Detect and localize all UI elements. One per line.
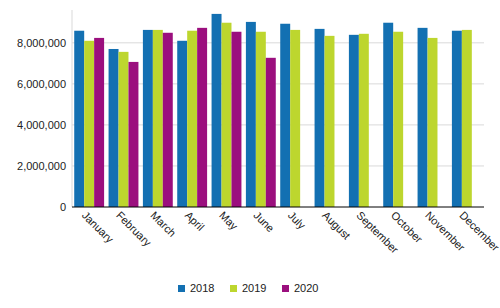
y-tick-label: 2,000,000 bbox=[17, 160, 66, 172]
legend-swatch bbox=[282, 285, 289, 292]
bar bbox=[266, 58, 276, 207]
bar bbox=[74, 31, 84, 207]
legend-label: 2020 bbox=[294, 282, 318, 294]
x-tick-label: July bbox=[286, 209, 309, 232]
bar bbox=[153, 30, 163, 207]
y-tick-label: 4,000,000 bbox=[17, 119, 66, 131]
bar bbox=[256, 32, 266, 207]
bar bbox=[418, 28, 428, 207]
bar bbox=[109, 49, 119, 207]
bar bbox=[246, 22, 256, 207]
x-axis-line bbox=[72, 207, 484, 208]
x-tick-label: August bbox=[320, 209, 353, 242]
bar bbox=[462, 30, 472, 207]
bar bbox=[393, 32, 403, 207]
bar bbox=[359, 34, 369, 207]
bar bbox=[428, 38, 438, 207]
bar bbox=[222, 23, 232, 207]
x-tick-label: June bbox=[251, 209, 276, 234]
legend-swatch bbox=[230, 285, 237, 292]
chart-svg: 0 2,000,000 4,000,000 6,000,000 8,000,000 Jan… bbox=[0, 0, 500, 308]
bar bbox=[349, 35, 359, 207]
x-tick-label: April bbox=[183, 209, 207, 233]
y-tick-label: 6,000,000 bbox=[17, 78, 66, 90]
x-tick-label: May bbox=[217, 209, 241, 233]
y-axis-line bbox=[72, 10, 73, 207]
bar bbox=[197, 28, 207, 207]
bar bbox=[212, 14, 222, 207]
legend: 2018 2019 2020 bbox=[178, 282, 318, 294]
bar bbox=[187, 31, 197, 207]
x-tick-label: October bbox=[389, 209, 425, 245]
legend-swatch bbox=[178, 285, 185, 292]
bars bbox=[74, 14, 472, 207]
x-tick-label: December bbox=[457, 209, 500, 254]
legend-label: 2018 bbox=[190, 282, 214, 294]
y-tick-label: 0 bbox=[60, 201, 66, 213]
bar bbox=[231, 32, 241, 207]
bar bbox=[325, 36, 335, 207]
x-tick-label: February bbox=[114, 209, 154, 249]
bar bbox=[94, 38, 104, 207]
x-tick-label: January bbox=[80, 209, 117, 246]
bar bbox=[452, 31, 462, 207]
bar bbox=[383, 23, 393, 207]
bar bbox=[280, 24, 290, 207]
bar bbox=[177, 41, 187, 207]
bar bbox=[163, 33, 173, 207]
bar bbox=[84, 41, 94, 207]
chart-container: 0 2,000,000 4,000,000 6,000,000 8,000,000 Jan… bbox=[0, 0, 500, 308]
bar bbox=[128, 62, 138, 207]
bar bbox=[143, 30, 153, 207]
y-tick-label: 8,000,000 bbox=[17, 37, 66, 49]
bar bbox=[290, 30, 300, 207]
x-tick-label: March bbox=[148, 209, 178, 239]
bar bbox=[315, 29, 325, 207]
bar bbox=[119, 52, 129, 207]
legend-label: 2019 bbox=[242, 282, 266, 294]
